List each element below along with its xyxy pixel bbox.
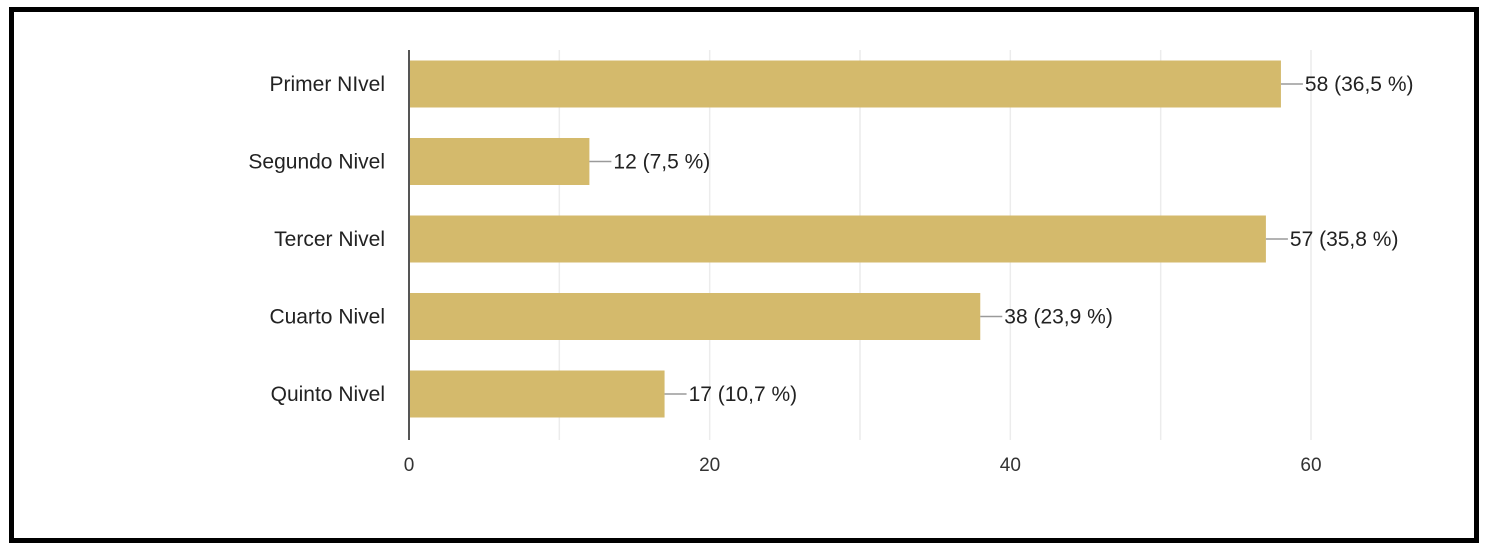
category-label: Cuarto Nivel	[269, 306, 385, 329]
x-tick-labels: 0 20 40 60	[404, 455, 1322, 476]
value-label: 57 (35,8 %)	[1290, 228, 1399, 251]
x-tick-label: 40	[1000, 455, 1021, 476]
value-label: 12 (7,5 %)	[613, 151, 710, 174]
x-tick-label: 20	[699, 455, 720, 476]
value-label: 58 (36,5 %)	[1305, 73, 1414, 96]
bar-chart: Primer NIvel Segundo Nivel Tercer Nivel Cua…	[248, 50, 1413, 476]
chart-frame: Primer NIvel Segundo Nivel Tercer Nivel Cua…	[9, 7, 1479, 543]
category-label: Segundo Nivel	[248, 151, 385, 174]
value-label: 17 (10,7 %)	[689, 383, 798, 406]
bar	[409, 293, 981, 340]
bar	[409, 60, 1281, 108]
value-labels: 58 (36,5 %) 12 (7,5 %) 57 (35,8 %) 38 (23,9…	[589, 73, 1413, 406]
x-tick-label: 0	[404, 455, 415, 476]
bar	[409, 138, 590, 185]
category-labels: Primer NIvel Segundo Nivel Tercer Nivel Cua…	[248, 73, 385, 406]
bars	[409, 60, 1281, 418]
category-label: Primer NIvel	[269, 73, 385, 96]
category-label: Quinto Nivel	[271, 383, 385, 406]
bar	[409, 370, 665, 418]
x-tick-label: 60	[1300, 455, 1321, 476]
value-label: 38 (23,9 %)	[1004, 306, 1113, 329]
category-label: Tercer Nivel	[274, 228, 385, 251]
bar	[409, 215, 1266, 263]
